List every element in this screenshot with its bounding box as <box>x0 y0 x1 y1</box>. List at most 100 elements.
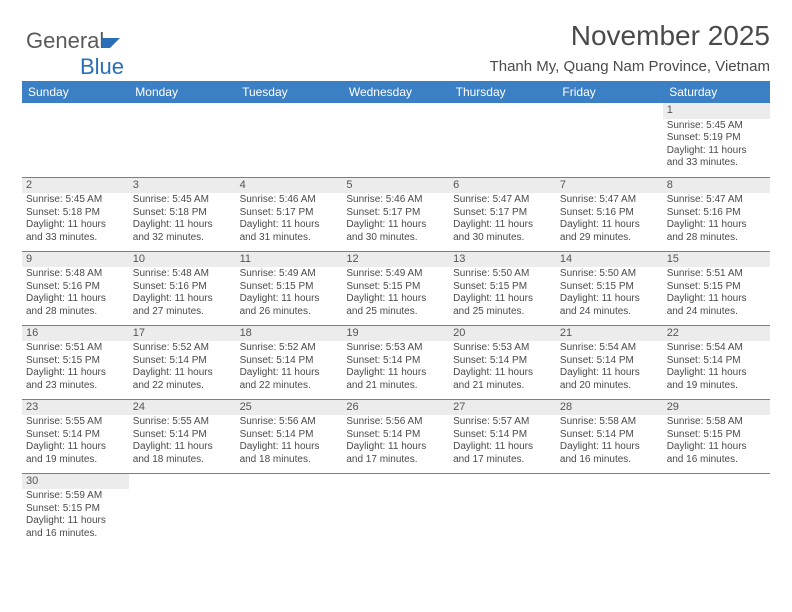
calendar-cell: .. <box>449 473 556 547</box>
page-title: November 2025 <box>22 20 770 52</box>
day-details: Sunrise: 5:58 AMSunset: 5:15 PMDaylight:… <box>663 415 770 468</box>
day-details: Sunrise: 5:53 AMSunset: 5:14 PMDaylight:… <box>449 341 556 394</box>
day-number: 28 <box>556 400 663 416</box>
calendar-cell: 21Sunrise: 5:54 AMSunset: 5:14 PMDayligh… <box>556 325 663 399</box>
weekday-header: Tuesday <box>236 81 343 103</box>
day-number: 10 <box>129 252 236 268</box>
day-number: 8 <box>663 178 770 194</box>
calendar-cell: 17Sunrise: 5:52 AMSunset: 5:14 PMDayligh… <box>129 325 236 399</box>
calendar-cell: 1Sunrise: 5:45 AMSunset: 5:19 PMDaylight… <box>663 103 770 177</box>
day-details: Sunrise: 5:52 AMSunset: 5:14 PMDaylight:… <box>129 341 236 394</box>
calendar-cell: .. <box>236 473 343 547</box>
calendar-cell: 14Sunrise: 5:50 AMSunset: 5:15 PMDayligh… <box>556 251 663 325</box>
calendar-cell: 10Sunrise: 5:48 AMSunset: 5:16 PMDayligh… <box>129 251 236 325</box>
calendar-cell: 6Sunrise: 5:47 AMSunset: 5:17 PMDaylight… <box>449 177 556 251</box>
day-details: Sunrise: 5:55 AMSunset: 5:14 PMDaylight:… <box>129 415 236 468</box>
calendar-cell: 22Sunrise: 5:54 AMSunset: 5:14 PMDayligh… <box>663 325 770 399</box>
day-number: 26 <box>342 400 449 416</box>
calendar-cell: 8Sunrise: 5:47 AMSunset: 5:16 PMDaylight… <box>663 177 770 251</box>
day-details: Sunrise: 5:51 AMSunset: 5:15 PMDaylight:… <box>663 267 770 320</box>
day-number: 21 <box>556 326 663 342</box>
flag-icon <box>102 36 122 50</box>
day-number: 25 <box>236 400 343 416</box>
day-number: 20 <box>449 326 556 342</box>
day-number: 9 <box>22 252 129 268</box>
calendar-cell: 4Sunrise: 5:46 AMSunset: 5:17 PMDaylight… <box>236 177 343 251</box>
calendar-cell: .. <box>22 103 129 177</box>
day-details: Sunrise: 5:45 AMSunset: 5:18 PMDaylight:… <box>129 193 236 246</box>
calendar-cell: 29Sunrise: 5:58 AMSunset: 5:15 PMDayligh… <box>663 399 770 473</box>
calendar-cell: 26Sunrise: 5:56 AMSunset: 5:14 PMDayligh… <box>342 399 449 473</box>
day-number: 14 <box>556 252 663 268</box>
day-number: 30 <box>22 474 129 490</box>
calendar-cell: 13Sunrise: 5:50 AMSunset: 5:15 PMDayligh… <box>449 251 556 325</box>
day-details: Sunrise: 5:46 AMSunset: 5:17 PMDaylight:… <box>236 193 343 246</box>
weekday-header: Friday <box>556 81 663 103</box>
weekday-header: Wednesday <box>342 81 449 103</box>
day-number: 27 <box>449 400 556 416</box>
day-details: Sunrise: 5:57 AMSunset: 5:14 PMDaylight:… <box>449 415 556 468</box>
day-details: Sunrise: 5:50 AMSunset: 5:15 PMDaylight:… <box>449 267 556 320</box>
day-number: 6 <box>449 178 556 194</box>
calendar-cell: 19Sunrise: 5:53 AMSunset: 5:14 PMDayligh… <box>342 325 449 399</box>
day-details: Sunrise: 5:48 AMSunset: 5:16 PMDaylight:… <box>129 267 236 320</box>
calendar-cell: 28Sunrise: 5:58 AMSunset: 5:14 PMDayligh… <box>556 399 663 473</box>
calendar-cell: .. <box>449 103 556 177</box>
day-details: Sunrise: 5:53 AMSunset: 5:14 PMDaylight:… <box>342 341 449 394</box>
calendar-cell: 5Sunrise: 5:46 AMSunset: 5:17 PMDaylight… <box>342 177 449 251</box>
day-details: Sunrise: 5:47 AMSunset: 5:16 PMDaylight:… <box>663 193 770 246</box>
day-details: Sunrise: 5:59 AMSunset: 5:15 PMDaylight:… <box>22 489 129 542</box>
day-details: Sunrise: 5:54 AMSunset: 5:14 PMDaylight:… <box>663 341 770 394</box>
day-details: Sunrise: 5:51 AMSunset: 5:15 PMDaylight:… <box>22 341 129 394</box>
day-number: 13 <box>449 252 556 268</box>
calendar-cell: 11Sunrise: 5:49 AMSunset: 5:15 PMDayligh… <box>236 251 343 325</box>
calendar-row: 23Sunrise: 5:55 AMSunset: 5:14 PMDayligh… <box>22 399 770 473</box>
brand-name-2: Blue <box>80 54 124 80</box>
calendar-cell: 7Sunrise: 5:47 AMSunset: 5:16 PMDaylight… <box>556 177 663 251</box>
weekday-header: Monday <box>129 81 236 103</box>
calendar-cell: 16Sunrise: 5:51 AMSunset: 5:15 PMDayligh… <box>22 325 129 399</box>
day-details: Sunrise: 5:50 AMSunset: 5:15 PMDaylight:… <box>556 267 663 320</box>
brand-name-1: General <box>26 28 104 53</box>
day-number: 29 <box>663 400 770 416</box>
calendar-cell: 27Sunrise: 5:57 AMSunset: 5:14 PMDayligh… <box>449 399 556 473</box>
weekday-header-row: SundayMondayTuesdayWednesdayThursdayFrid… <box>22 81 770 103</box>
day-details: Sunrise: 5:45 AMSunset: 5:18 PMDaylight:… <box>22 193 129 246</box>
day-details: Sunrise: 5:46 AMSunset: 5:17 PMDaylight:… <box>342 193 449 246</box>
day-number: 5 <box>342 178 449 194</box>
day-number: 22 <box>663 326 770 342</box>
day-number: 23 <box>22 400 129 416</box>
weekday-header: Saturday <box>663 81 770 103</box>
calendar-cell: .. <box>556 473 663 547</box>
brand-logo: General Blue <box>26 28 124 80</box>
calendar-row: 9Sunrise: 5:48 AMSunset: 5:16 PMDaylight… <box>22 251 770 325</box>
day-number: 12 <box>342 252 449 268</box>
calendar-cell: 30Sunrise: 5:59 AMSunset: 5:15 PMDayligh… <box>22 473 129 547</box>
calendar-cell: .. <box>129 103 236 177</box>
calendar-cell: 18Sunrise: 5:52 AMSunset: 5:14 PMDayligh… <box>236 325 343 399</box>
calendar-cell: 2Sunrise: 5:45 AMSunset: 5:18 PMDaylight… <box>22 177 129 251</box>
calendar-table: SundayMondayTuesdayWednesdayThursdayFrid… <box>22 81 770 547</box>
day-details: Sunrise: 5:56 AMSunset: 5:14 PMDaylight:… <box>342 415 449 468</box>
calendar-cell: .. <box>129 473 236 547</box>
calendar-cell: .. <box>663 473 770 547</box>
day-number: 15 <box>663 252 770 268</box>
calendar-cell: .. <box>342 473 449 547</box>
day-number: 4 <box>236 178 343 194</box>
day-number: 17 <box>129 326 236 342</box>
calendar-cell: 3Sunrise: 5:45 AMSunset: 5:18 PMDaylight… <box>129 177 236 251</box>
calendar-row: 16Sunrise: 5:51 AMSunset: 5:15 PMDayligh… <box>22 325 770 399</box>
day-number: 11 <box>236 252 343 268</box>
calendar-cell: .. <box>342 103 449 177</box>
day-details: Sunrise: 5:48 AMSunset: 5:16 PMDaylight:… <box>22 267 129 320</box>
day-details: Sunrise: 5:56 AMSunset: 5:14 PMDaylight:… <box>236 415 343 468</box>
calendar-cell: 24Sunrise: 5:55 AMSunset: 5:14 PMDayligh… <box>129 399 236 473</box>
day-number: 24 <box>129 400 236 416</box>
day-number: 16 <box>22 326 129 342</box>
calendar-cell: 9Sunrise: 5:48 AMSunset: 5:16 PMDaylight… <box>22 251 129 325</box>
day-details: Sunrise: 5:55 AMSunset: 5:14 PMDaylight:… <box>22 415 129 468</box>
location-text: Thanh My, Quang Nam Province, Vietnam <box>22 58 770 75</box>
day-number: 7 <box>556 178 663 194</box>
day-details: Sunrise: 5:49 AMSunset: 5:15 PMDaylight:… <box>236 267 343 320</box>
day-number: 18 <box>236 326 343 342</box>
